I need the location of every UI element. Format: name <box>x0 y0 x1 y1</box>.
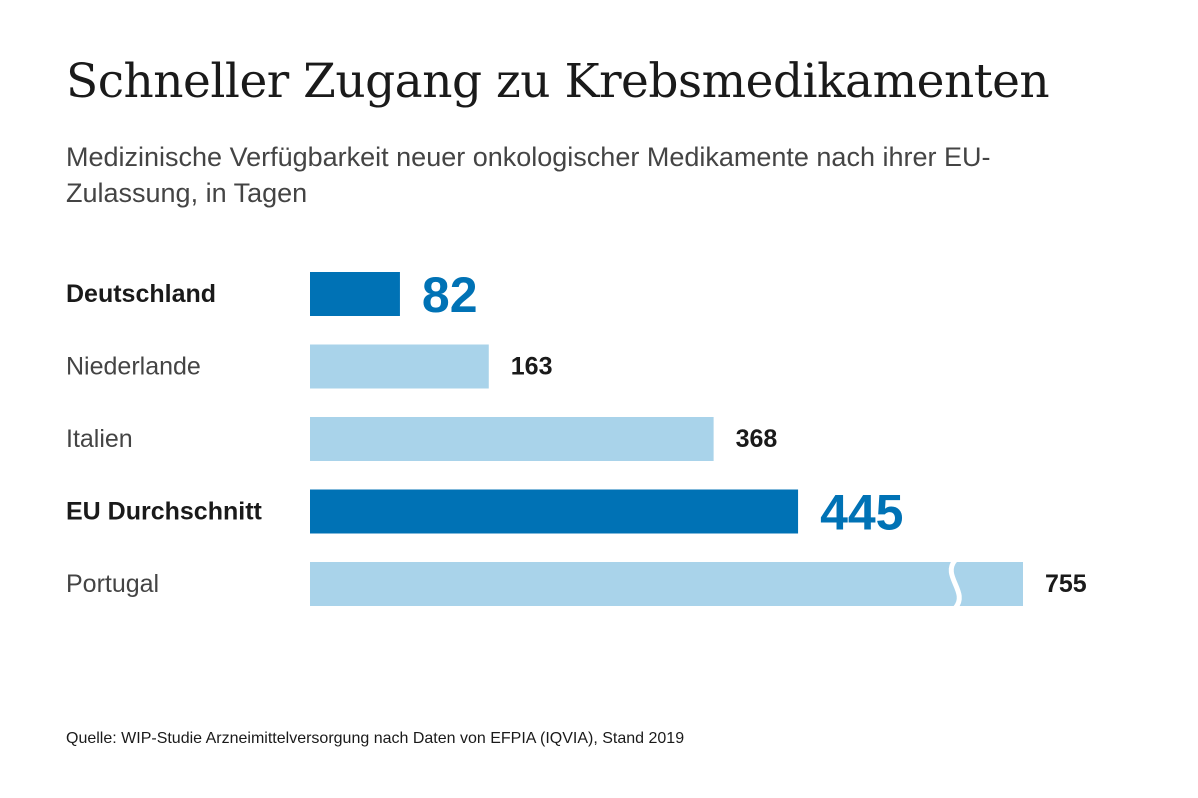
bar-italien <box>310 417 714 461</box>
bar-niederlande <box>310 344 489 389</box>
value-label-deutschland: 82 <box>422 267 478 323</box>
chart-title: Schneller Zugang zu Krebsmedikamenten <box>66 54 1050 109</box>
bar-chart: Deutschland 82 Niederlande 163 Italien 368 EU … <box>66 267 1087 610</box>
value-label-niederlande: 163 <box>511 353 553 381</box>
category-label-eu-durchschnitt: EU Durchschnitt <box>66 498 263 526</box>
value-label-eu-durchschnitt: 445 <box>820 485 903 541</box>
source-note: Quelle: WIP-Studie Arzneimittelversorgun… <box>66 730 685 747</box>
value-label-portugal: 755 <box>1045 570 1087 598</box>
chart-subtitle: Medizinische Verfügbarkeit neuer onkolog… <box>66 142 991 208</box>
bar-portugal <box>310 562 1023 606</box>
category-label-niederlande: Niederlande <box>66 353 201 381</box>
bar-eu-durchschnitt <box>310 489 799 534</box>
value-label-italien: 368 <box>736 425 778 453</box>
category-label-deutschland: Deutschland <box>66 280 216 308</box>
category-label-portugal: Portugal <box>66 570 159 598</box>
bar-deutschland <box>310 272 400 316</box>
category-label-italien: Italien <box>66 425 133 453</box>
axis-break-mark <box>948 558 962 610</box>
